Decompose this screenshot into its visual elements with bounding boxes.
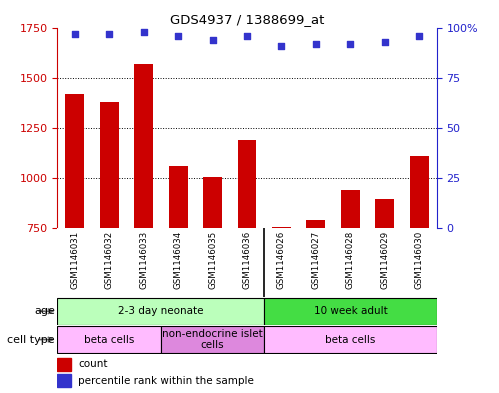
Text: GSM1146035: GSM1146035 bbox=[208, 230, 217, 288]
Bar bbox=[161, 326, 264, 353]
Text: GSM1146031: GSM1146031 bbox=[70, 230, 79, 288]
Text: 2-3 day neonate: 2-3 day neonate bbox=[118, 306, 204, 316]
Text: GSM1146029: GSM1146029 bbox=[380, 230, 389, 288]
Bar bbox=[410, 156, 429, 228]
Bar bbox=[264, 298, 437, 325]
Text: GSM1146027: GSM1146027 bbox=[311, 230, 320, 288]
Point bbox=[415, 32, 423, 39]
Text: GSM1146032: GSM1146032 bbox=[105, 230, 114, 288]
Text: age: age bbox=[34, 306, 55, 316]
Bar bbox=[264, 326, 437, 353]
Point bbox=[140, 28, 148, 35]
Bar bbox=[306, 220, 325, 228]
Text: GSM1146033: GSM1146033 bbox=[139, 230, 148, 288]
Point bbox=[277, 42, 285, 49]
Text: GSM1146026: GSM1146026 bbox=[277, 230, 286, 288]
Text: GSM1146036: GSM1146036 bbox=[243, 230, 251, 288]
Point bbox=[209, 37, 217, 43]
Title: GDS4937 / 1388699_at: GDS4937 / 1388699_at bbox=[170, 13, 324, 26]
Text: beta cells: beta cells bbox=[84, 334, 134, 345]
Point bbox=[174, 32, 182, 39]
Text: GSM1146034: GSM1146034 bbox=[174, 230, 183, 288]
Bar bbox=[57, 375, 71, 387]
Text: count: count bbox=[78, 359, 108, 369]
Bar bbox=[57, 326, 161, 353]
Text: beta cells: beta cells bbox=[325, 334, 376, 345]
Point bbox=[312, 40, 320, 47]
Point bbox=[243, 32, 251, 39]
Point bbox=[105, 30, 113, 37]
Text: GSM1146028: GSM1146028 bbox=[346, 230, 355, 288]
Text: non-endocrine islet
cells: non-endocrine islet cells bbox=[162, 329, 263, 350]
Bar bbox=[169, 166, 188, 228]
Bar bbox=[134, 64, 153, 228]
Text: 10 week adult: 10 week adult bbox=[313, 306, 387, 316]
Bar bbox=[65, 94, 84, 228]
Text: GSM1146030: GSM1146030 bbox=[415, 230, 424, 288]
Bar bbox=[57, 358, 71, 371]
Bar bbox=[341, 190, 360, 228]
Bar bbox=[57, 298, 264, 325]
Bar bbox=[238, 140, 256, 228]
Bar bbox=[203, 177, 222, 228]
Point bbox=[71, 30, 79, 37]
Point bbox=[346, 40, 354, 47]
Point bbox=[381, 39, 389, 45]
Text: percentile rank within the sample: percentile rank within the sample bbox=[78, 376, 254, 386]
Text: cell type: cell type bbox=[7, 334, 55, 345]
Bar bbox=[375, 199, 394, 228]
Bar bbox=[272, 227, 291, 228]
Bar bbox=[100, 102, 119, 228]
